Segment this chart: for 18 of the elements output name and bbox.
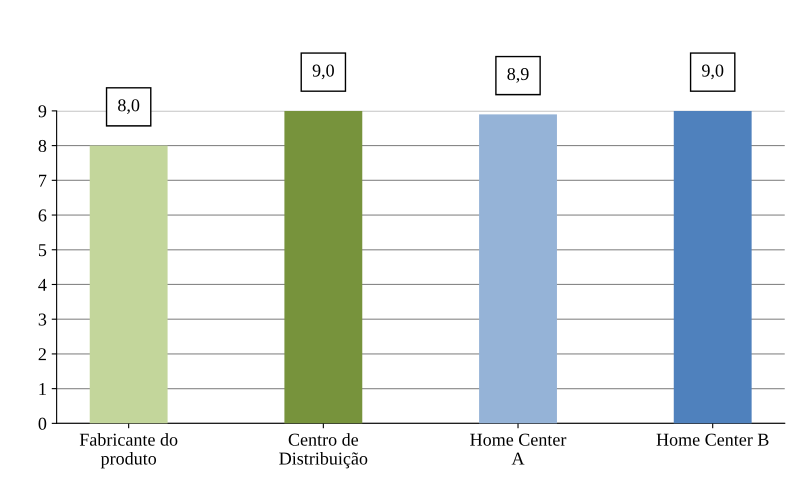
y-tick-label: 6	[38, 209, 46, 222]
data-label: 9,0	[702, 64, 724, 80]
y-tick-label: 1	[39, 382, 46, 395]
x-tick-label: Home Center A	[470, 434, 566, 464]
data-label: 8,0	[118, 99, 140, 114]
y-tick-label: 4	[38, 278, 47, 291]
x-tick-label: Home Center B	[656, 434, 768, 446]
y-tick-label: 8	[38, 140, 46, 152]
y-tick-label: 7	[39, 174, 46, 187]
y-tick-label: 3	[38, 314, 46, 326]
x-tick-label: Fabricante do produto	[80, 433, 178, 468]
y-tick-label: 9	[38, 105, 46, 118]
y-tick-label: 2	[38, 348, 46, 360]
data-label: 9,0	[312, 64, 334, 80]
x-tick-label: Centro de Distribuição	[279, 433, 368, 468]
y-tick-label: 0	[38, 418, 46, 430]
y-tick-label: 5	[38, 244, 46, 256]
data-label: 8,9	[507, 68, 529, 83]
